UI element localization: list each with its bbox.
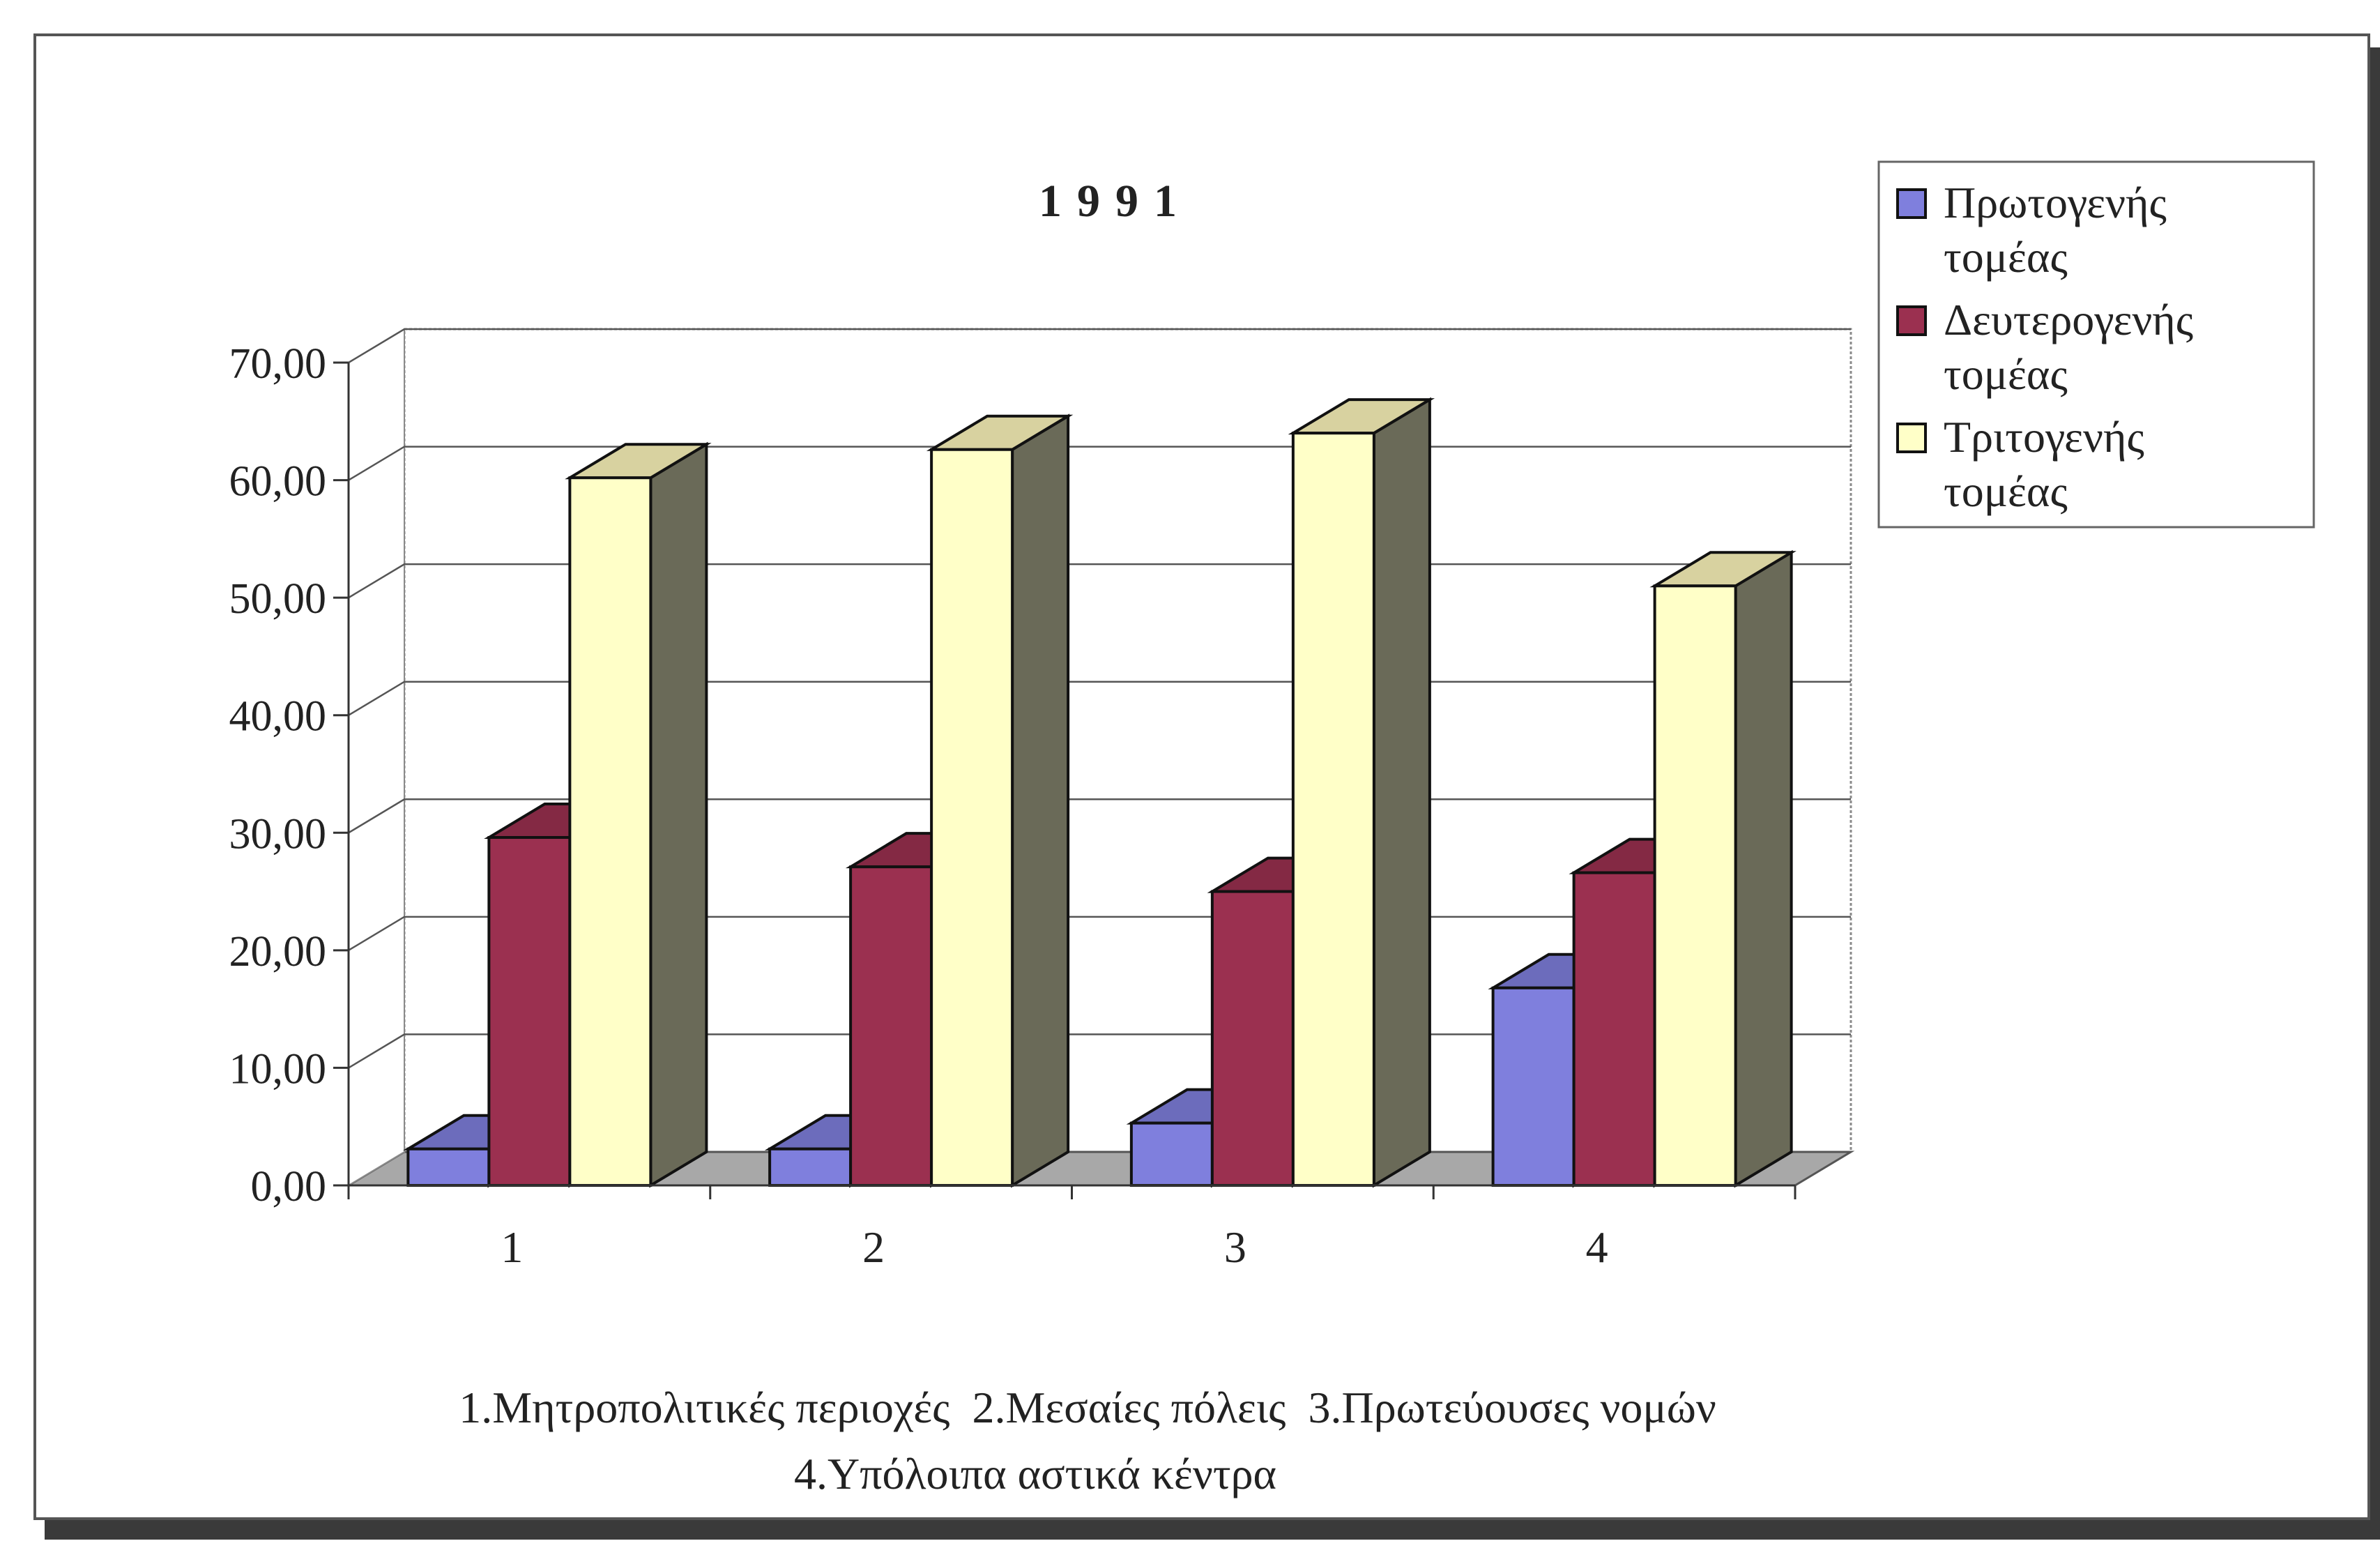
bar — [565, 441, 712, 1188]
x-tick-label: 1 — [501, 1222, 523, 1272]
bar-front — [406, 1147, 491, 1187]
legend-label: Τριτογενής — [1944, 412, 2144, 462]
y-tick-label: 10,00 — [229, 1045, 327, 1093]
legend-label: τομέας — [1944, 349, 2068, 399]
bar — [1649, 549, 1797, 1188]
bar-front — [1129, 1121, 1214, 1187]
bar-front — [1653, 584, 1737, 1187]
x-tick-label: 4 — [1586, 1222, 1608, 1272]
bar-front — [1291, 432, 1375, 1187]
bar-side — [1734, 549, 1793, 1188]
x-tick-label: 2 — [862, 1222, 885, 1272]
caption-line-2: 4.Υπόλοιπα αστικά κέντρα — [794, 1449, 1276, 1498]
bar-front — [487, 836, 572, 1187]
legend-label: Δευτερογενής — [1944, 295, 2193, 344]
legend-label: τομέας — [1944, 232, 2068, 282]
legend-label: τομέας — [1944, 466, 2068, 516]
legend-swatch — [1896, 188, 1927, 219]
chart-title: 1991 — [1039, 176, 1192, 227]
bar-front — [1210, 890, 1295, 1187]
gridline — [348, 328, 1851, 364]
bar-front — [1491, 986, 1576, 1187]
bar-front — [849, 865, 933, 1187]
x-tick-label: 3 — [1224, 1222, 1246, 1272]
bar-front — [568, 476, 653, 1187]
y-tick-label: 0,00 — [251, 1163, 327, 1210]
side-wall — [348, 328, 405, 1187]
y-tick-label: 40,00 — [229, 693, 327, 741]
grid — [344, 328, 1855, 1187]
legend-label: Πρωτογενής — [1944, 178, 2167, 227]
y-tick-label: 50,00 — [229, 575, 327, 623]
legend-swatch — [1896, 305, 1927, 336]
bar-front — [768, 1147, 853, 1187]
bar-side — [1011, 413, 1070, 1188]
bar-front — [1572, 871, 1656, 1187]
y-tick-label: 20,00 — [229, 928, 327, 976]
caption-line-1: 1.Μητροπολιτικές περιοχές 2.Μεσαίες πόλε… — [459, 1383, 1716, 1432]
bar — [1288, 397, 1435, 1188]
bars — [403, 397, 1797, 1188]
legend-swatch — [1896, 423, 1927, 453]
y-tick-label: 70,00 — [229, 340, 327, 388]
legend: ΠρωτογενήςτομέαςΔευτερογενήςτομέαςΤριτογ… — [1877, 160, 2315, 529]
legend-box — [1877, 160, 2315, 529]
y-axis: 0,00 10,00 20,00 30,00 40,00 50,00 60,00 70,00 — [229, 340, 350, 1210]
x-axis: 1 2 3 4 — [347, 1184, 1797, 1272]
y-tick-label: 30,00 — [229, 810, 327, 858]
bar — [926, 413, 1074, 1188]
y-tick-label: 60,00 — [229, 458, 327, 506]
bar-front — [930, 448, 1014, 1187]
bar-side — [1372, 397, 1431, 1188]
bar-side — [649, 441, 708, 1188]
